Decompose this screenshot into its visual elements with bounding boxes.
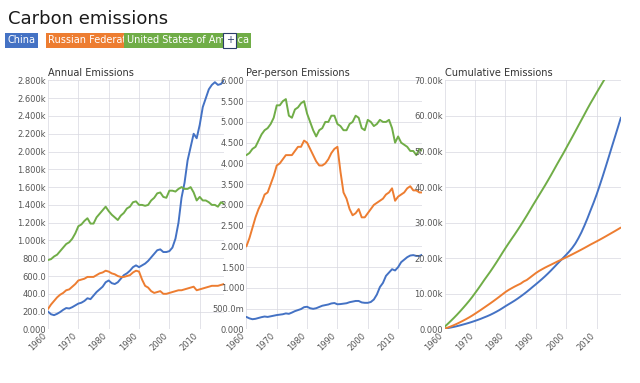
Text: +: + — [226, 35, 234, 45]
Text: Per-person Emissions: Per-person Emissions — [246, 68, 350, 78]
Text: Carbon emissions: Carbon emissions — [8, 10, 168, 28]
Text: Russian Federation: Russian Federation — [48, 35, 141, 45]
Text: Cumulative Emissions: Cumulative Emissions — [445, 68, 552, 78]
Text: China: China — [8, 35, 36, 45]
Text: United States of America: United States of America — [127, 35, 249, 45]
Text: Annual Emissions: Annual Emissions — [48, 68, 134, 78]
